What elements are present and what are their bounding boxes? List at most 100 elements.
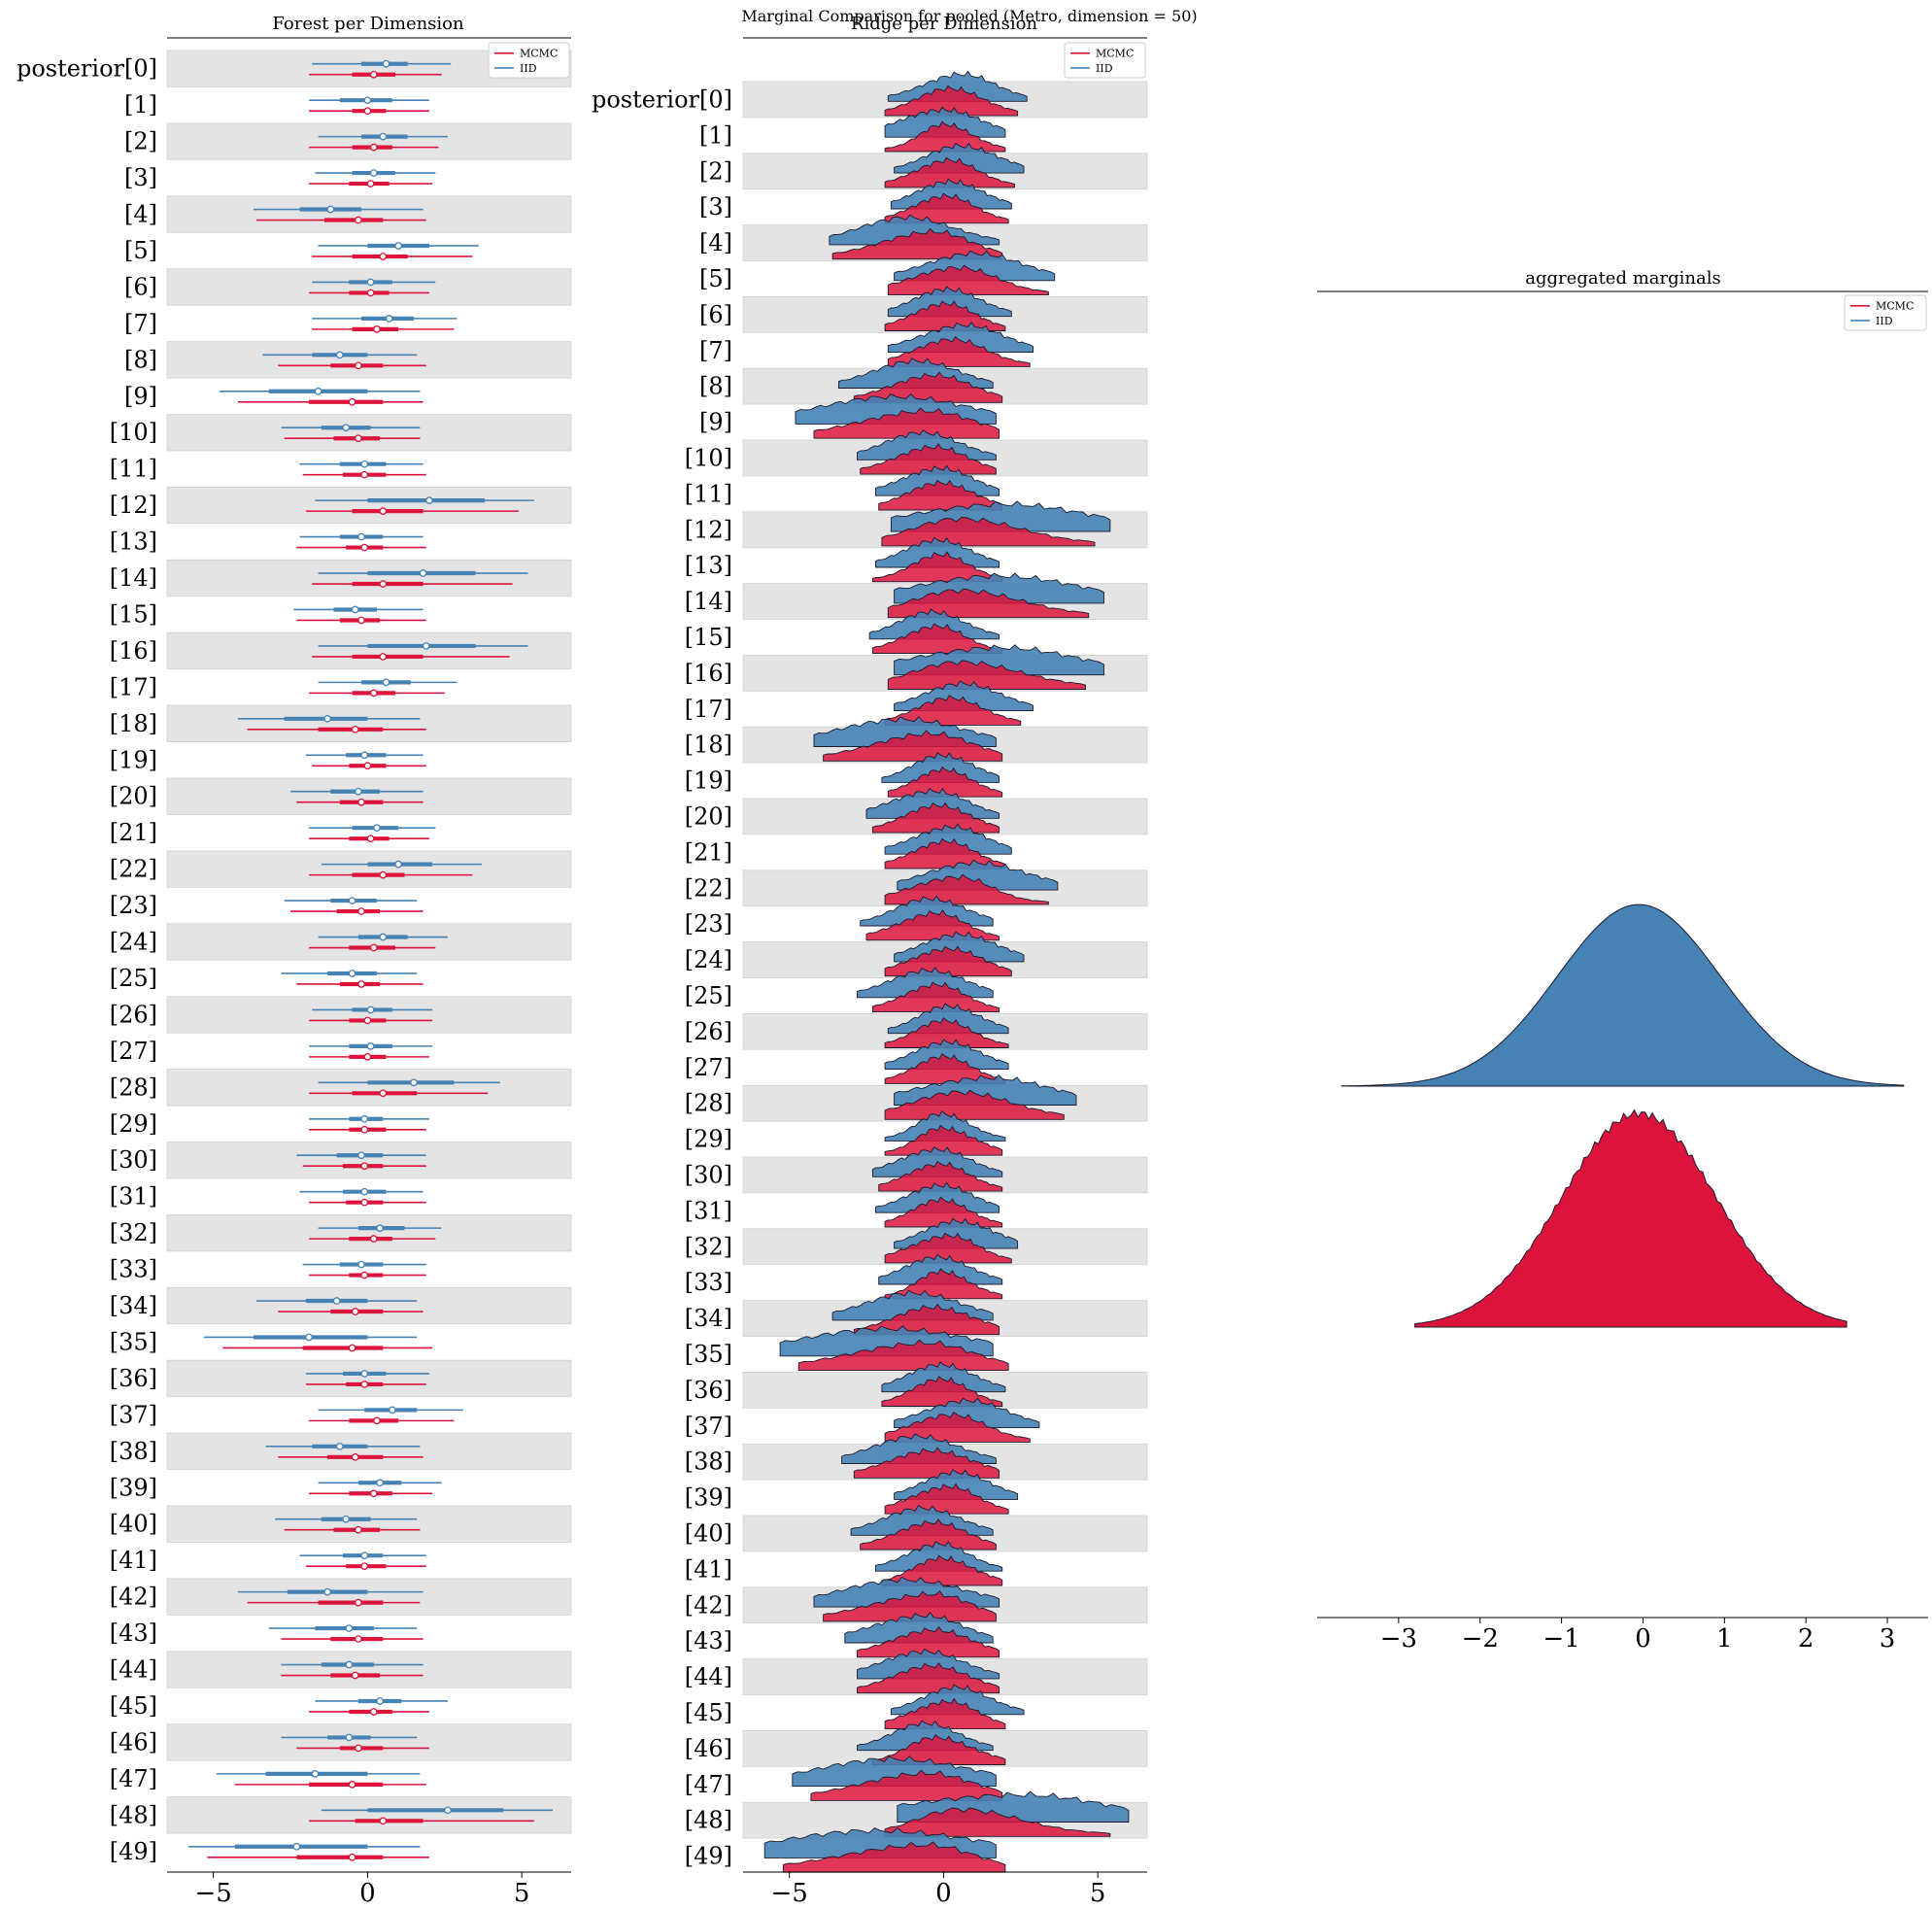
median-mcmc: [360, 470, 369, 479]
ridge-row-label: [23]: [685, 910, 732, 937]
ridge-density-mcmc: [887, 766, 1003, 798]
ridge-row-label: [47]: [685, 1771, 732, 1798]
ridge-density-mcmc: [887, 264, 1049, 296]
median-iid: [376, 1697, 384, 1705]
forest-row-label: [15]: [110, 600, 157, 628]
median-mcmc: [348, 1781, 356, 1789]
aggregated-density-mcmc: [1414, 1108, 1847, 1328]
median-mcmc: [369, 943, 378, 952]
ridge-density-mcmc: [857, 1662, 1000, 1694]
x-tick-label: 0: [359, 1879, 376, 1908]
ridge-row-label: [25]: [685, 982, 732, 1009]
forest-band: [166, 1214, 572, 1252]
ridge-row-label: [11]: [685, 480, 732, 507]
forest-band: [166, 486, 572, 525]
x-tick-label: −5: [770, 1879, 807, 1908]
ridge-row-label: [31]: [685, 1197, 732, 1224]
median-mcmc: [355, 1635, 362, 1643]
median-iid: [382, 678, 390, 687]
x-tick-label: 0: [935, 1879, 952, 1908]
forest-row-label: [19]: [110, 746, 157, 773]
ridge-density-mcmc: [887, 588, 1090, 619]
ridge-row-label: [19]: [685, 767, 732, 795]
median-mcmc: [355, 216, 362, 224]
median-iid: [394, 242, 403, 250]
ridge-density-mcmc: [884, 300, 1006, 331]
ridge-row-label: [49]: [685, 1843, 732, 1870]
ridge-densities: [763, 70, 1130, 1873]
forest-band: [166, 559, 572, 597]
forest-band: [166, 1286, 572, 1325]
legend-label-mcmc: MCMC: [1096, 48, 1134, 60]
forest-band: [166, 1578, 572, 1616]
median-iid: [360, 460, 369, 468]
legend-label-iid: IID: [1096, 62, 1113, 75]
ridge-row-label: [18]: [685, 732, 732, 759]
forest-row-label: [42]: [110, 1584, 157, 1611]
ridge-density-iid: [884, 106, 1006, 138]
forest-title: Forest per Dimension: [272, 14, 464, 34]
ridge-density-mcmc: [884, 156, 1015, 188]
ridge-row-label: [43]: [685, 1627, 732, 1654]
median-mcmc: [360, 1162, 369, 1171]
legend-label-mcmc: MCMC: [520, 48, 558, 60]
ridge-density-mcmc: [884, 85, 1019, 117]
forest-x-axis: −5 0 5: [167, 1871, 571, 1908]
median-iid: [379, 132, 388, 141]
ridge-density-mcmc: [884, 1053, 1006, 1084]
median-iid: [444, 1806, 452, 1815]
forest-panel: Forest per Dimension posterior[0] [1] [2] […: [17, 14, 572, 1908]
median-mcmc: [369, 1708, 378, 1716]
forest-row-label: [26]: [110, 1001, 157, 1028]
ridge-density-mcmc: [797, 1339, 1009, 1372]
ridge-row-label: [17]: [685, 696, 732, 723]
ridge-row-label: [40]: [685, 1519, 732, 1547]
median-mcmc: [355, 1598, 362, 1607]
forest-intervals: [188, 59, 553, 1861]
forest-row-labels: posterior[0] [1] [2] [3] [4] [5] [6] [7] [8] [9] […: [17, 55, 157, 1865]
ridge-row-label: [12]: [685, 516, 732, 543]
forest-row-label: [9]: [124, 383, 157, 410]
median-iid: [360, 751, 369, 760]
median-mcmc: [379, 1089, 388, 1098]
forest-row-label: [44]: [110, 1656, 157, 1684]
median-mcmc: [355, 1525, 362, 1534]
ridge-row-label: [7]: [699, 337, 732, 364]
median-iid: [419, 569, 427, 577]
ridge-density-mcmc: [884, 1017, 1009, 1048]
ridge-density-mcmc: [884, 1196, 1003, 1228]
median-iid: [345, 1660, 354, 1669]
forest-band: [166, 195, 572, 233]
ridge-density-mcmc: [884, 1232, 1012, 1264]
forest-band: [166, 777, 572, 815]
forest-row-label: [30]: [110, 1146, 157, 1174]
ridge-density-mcmc: [782, 1841, 1006, 1873]
ridge-x-axis: −5 0 5: [743, 1871, 1147, 1908]
ridge-row-label: [33]: [685, 1269, 732, 1296]
median-mcmc: [369, 70, 378, 79]
forest-row-label: [32]: [110, 1219, 157, 1246]
ridge-density-iid: [857, 1648, 1000, 1680]
forest-row-label: [34]: [110, 1292, 157, 1319]
ridge-row-label: [13]: [685, 552, 732, 579]
forest-legend: MCMC IID: [488, 42, 570, 79]
median-iid: [345, 1733, 354, 1742]
ridge-row-label: [28]: [685, 1090, 732, 1117]
forest-row-label: [10]: [110, 419, 157, 446]
forest-row-label: [20]: [110, 783, 157, 810]
ridge-row-label: [37]: [685, 1413, 732, 1440]
ridge-row-label: [29]: [685, 1126, 732, 1153]
ridge-density-mcmc: [884, 1807, 1111, 1837]
ridge-row-label: [45]: [685, 1699, 732, 1726]
x-tick-label: −2: [1462, 1624, 1499, 1653]
forest-row-label: [31]: [110, 1183, 157, 1210]
ridge-density-iid: [887, 321, 1034, 354]
median-iid: [360, 1114, 369, 1123]
median-mcmc: [348, 397, 356, 406]
ridge-density-iid: [884, 1109, 1006, 1142]
median-iid: [369, 169, 378, 177]
ridge-legend: MCMC IID: [1064, 42, 1146, 79]
median-iid: [345, 1624, 354, 1632]
ridge-row-label: [2]: [699, 157, 732, 185]
ridge-density-iid: [887, 1003, 1009, 1035]
